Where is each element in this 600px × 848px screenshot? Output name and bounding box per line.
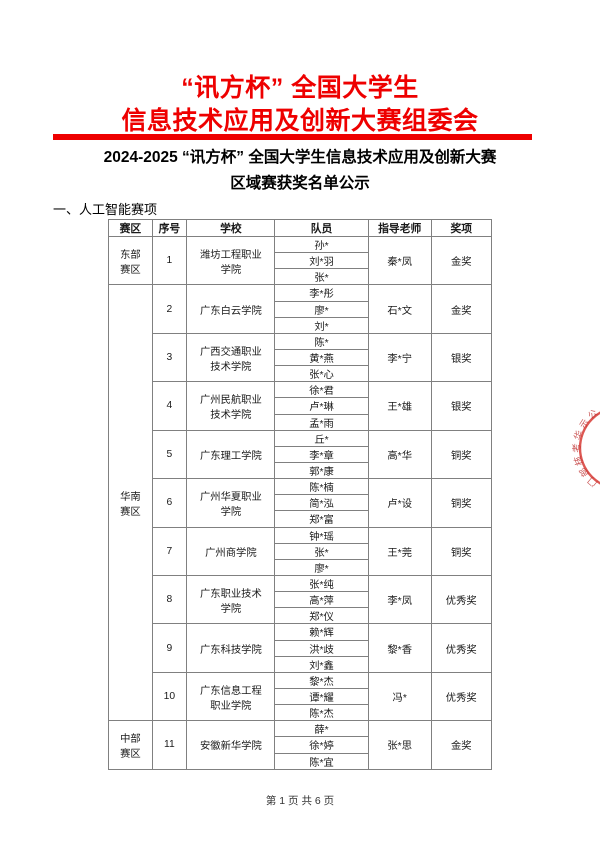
svg-text:公: 公 — [586, 408, 599, 421]
svg-text:示: 示 — [578, 417, 591, 430]
svg-text:核: 核 — [572, 454, 586, 467]
svg-text:部: 部 — [577, 466, 591, 480]
svg-text:考: 考 — [572, 443, 583, 453]
svg-text:华: 华 — [572, 429, 586, 442]
svg-text:门: 门 — [585, 475, 599, 489]
